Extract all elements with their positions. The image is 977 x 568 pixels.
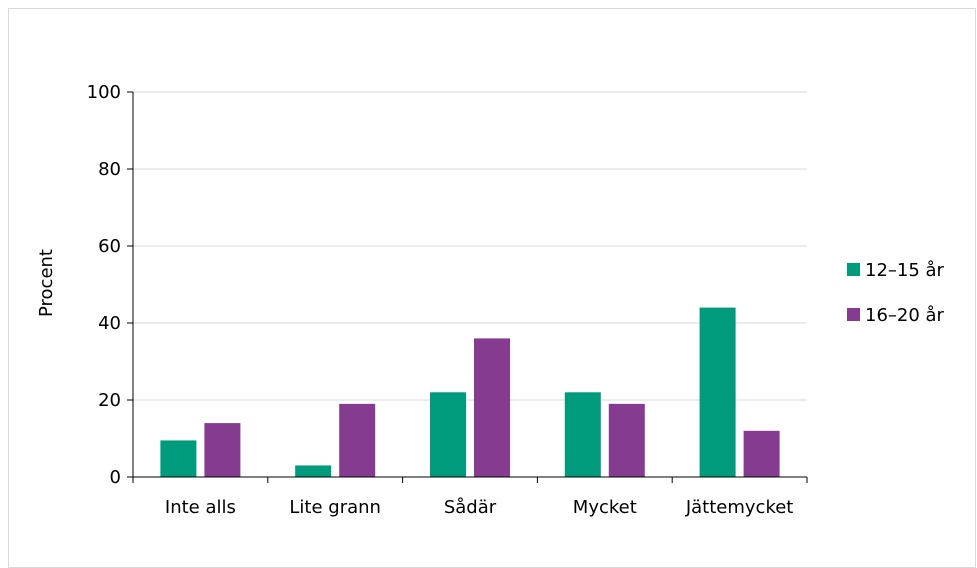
x-tick-label: Mycket <box>573 497 637 518</box>
legend: 12–15 år 16–20 år <box>847 260 945 326</box>
bar <box>160 440 197 477</box>
gridlines <box>133 91 807 401</box>
bar-chart: 0 20 40 60 80 100 Inte alls Lite grann Sådär Myck… <box>36 82 945 518</box>
bar <box>608 403 645 477</box>
bar <box>743 430 780 477</box>
y-tick-label: 0 <box>110 467 121 488</box>
bar <box>564 392 601 477</box>
y-axis-title: Procent <box>36 249 57 317</box>
bar <box>204 423 241 477</box>
legend-label: 12–15 år <box>865 260 945 281</box>
y-tick-label: 100 <box>87 82 121 103</box>
bar <box>295 465 332 477</box>
bar <box>474 338 510 477</box>
legend-swatch <box>847 308 860 321</box>
x-tick-label: Jättemycket <box>685 497 794 518</box>
x-tick-label: Lite grann <box>289 497 381 518</box>
bar <box>339 403 376 477</box>
bar <box>430 392 466 477</box>
x-tick-label: Inte alls <box>165 497 236 518</box>
y-tick-label: 40 <box>98 313 121 334</box>
bar <box>699 307 736 477</box>
legend-swatch <box>847 263 860 276</box>
y-tick-label: 20 <box>98 390 121 411</box>
bars <box>160 307 780 477</box>
y-tick-label: 60 <box>98 236 121 257</box>
x-tick-label: Sådär <box>444 497 497 518</box>
legend-label: 16–20 år <box>865 305 945 326</box>
y-tick-label: 80 <box>98 159 121 180</box>
axes: 0 20 40 60 80 100 Inte alls Lite grann Sådär Myck… <box>87 82 808 518</box>
